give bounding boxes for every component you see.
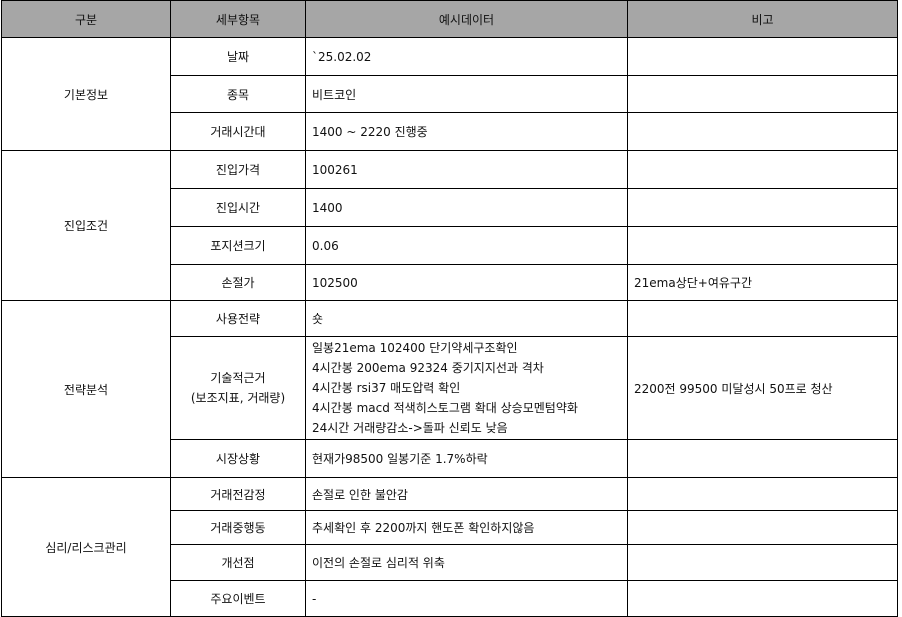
item-cell: 거래전감정 (170, 477, 306, 511)
note-cell (627, 150, 898, 189)
section-psychology-risk: 심리/리스크관리 (1, 477, 171, 617)
value-line: 4시간봉 macd 적색히스토그램 확대 상승모멘텀약화 (312, 401, 578, 415)
value-cell: 0.06 (305, 226, 628, 265)
value-line: 4시간봉 rsi37 매도압력 확인 (312, 381, 461, 395)
value-cell: 102500 (305, 264, 628, 301)
item-cell: 개선점 (170, 544, 306, 581)
value-cell: 일봉21ema 102400 단기약세구조확인 4시간봉 200ema 9232… (305, 336, 628, 440)
value-cell: `25.02.02 (305, 37, 628, 76)
section-strategy-analysis: 전략분석 (1, 300, 171, 478)
note-cell (627, 300, 898, 337)
item-cell: 손절가 (170, 264, 306, 301)
item-cell: 기술적근거 (보조지표, 거래량) (170, 336, 306, 440)
note-cell (627, 580, 898, 617)
item-cell: 진입시간 (170, 188, 306, 227)
note-cell (627, 226, 898, 265)
item-sublabel: (보조지표, 거래량) (190, 391, 286, 405)
table-row: 거래중행동 추세확인 후 2200까지 핸도폰 확인하지않음 (2, 510, 898, 545)
item-cell: 거래시간대 (170, 112, 306, 151)
value-cell: 이전의 손절로 심리적 위축 (305, 544, 628, 581)
table-row: 종목 비트코인 (2, 75, 898, 113)
header-example: 예시데이터 (305, 0, 628, 38)
item-cell: 시장상황 (170, 439, 306, 478)
note-cell (627, 112, 898, 151)
item-cell: 주요이벤트 (170, 580, 306, 617)
value-line: 일봉21ema 102400 단기약세구조확인 (312, 341, 518, 355)
item-cell: 거래중행동 (170, 510, 306, 545)
header-row: 구분 세부항목 예시데이터 비고 (1, 0, 898, 38)
table-row: 개선점 이전의 손절로 심리적 위축 (2, 544, 898, 581)
value-cell: 100261 (305, 150, 628, 189)
value-line: 4시간봉 200ema 92324 중기지지선과 격차 (312, 361, 544, 375)
table-row: 전략분석 사용전략 숏 (1, 300, 898, 478)
value-cell: - (305, 580, 628, 617)
value-cell: 손절로 인한 불안감 (305, 477, 628, 511)
note-cell (627, 510, 898, 545)
item-label: 기술적근거 (210, 371, 266, 385)
note-cell (627, 37, 898, 76)
item-cell: 포지션크기 (170, 226, 306, 265)
note-cell (627, 477, 898, 511)
header-note: 비고 (627, 0, 898, 38)
table-row: 기술적근거 (보조지표, 거래량) 일봉21ema 102400 단기약세구조확… (2, 336, 898, 440)
item-cell: 진입가격 (170, 150, 306, 189)
note-cell (627, 544, 898, 581)
table-row: 심리/리스크관리 거래전감정 손절로 인한 불안감 (1, 477, 898, 617)
item-cell: 종목 (170, 75, 306, 113)
note-cell (627, 75, 898, 113)
value-cell: 숏 (305, 300, 628, 337)
item-cell: 날짜 (170, 37, 306, 76)
header-item: 세부항목 (170, 0, 306, 38)
section-entry-conditions: 진입조건 (1, 150, 171, 301)
header-category: 구분 (1, 0, 171, 38)
note-cell (627, 188, 898, 227)
table-row: 손절가 102500 21ema상단+여유구간 (2, 264, 898, 301)
value-cell: 1400 ~ 2220 진행중 (305, 112, 628, 151)
table-row: 거래시간대 1400 ~ 2220 진행중 (2, 112, 898, 151)
value-cell: 추세확인 후 2200까지 핸도폰 확인하지않음 (305, 510, 628, 545)
value-line: 24시간 거래량감소->돌파 신뢰도 낮음 (312, 421, 508, 435)
value-cell: 비트코인 (305, 75, 628, 113)
section-basic-info: 기본정보 (1, 37, 171, 151)
value-cell: 현재가98500 일봉기준 1.7%하락 (305, 439, 628, 478)
note-cell: 21ema상단+여유구간 (627, 264, 898, 301)
note-cell: 2200전 99500 미달성시 50프로 청산 (627, 336, 898, 440)
value-cell: 1400 (305, 188, 628, 227)
note-cell (627, 439, 898, 478)
table-row: 포지션크기 0.06 (2, 226, 898, 265)
table-row: 진입조건 진입가격 100261 (1, 150, 898, 301)
table-row: 진입시간 1400 (2, 188, 898, 227)
table-row: 기본정보 날짜 `25.02.02 (1, 37, 898, 151)
item-cell: 사용전략 (170, 300, 306, 337)
